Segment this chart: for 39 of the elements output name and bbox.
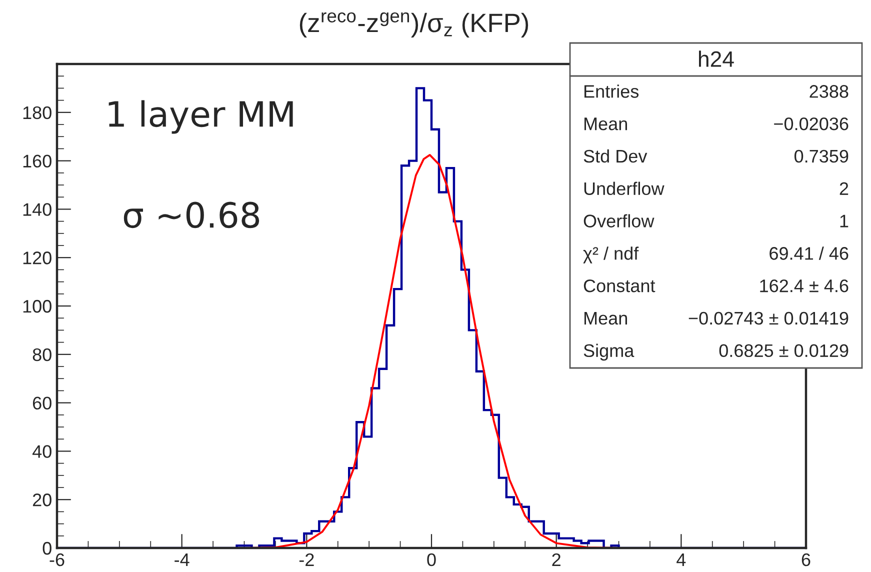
y-tick-label: 0: [42, 542, 52, 555]
y-tick-label: 120: [23, 252, 52, 264]
annotation: Entries: [584, 84, 639, 98]
annotation: h24: [699, 50, 734, 67]
annotation: Sigma: [584, 344, 634, 361]
x-tick-label: 2: [552, 553, 560, 566]
annotation: 0.7359: [794, 150, 848, 163]
y-tick-label: 40: [32, 445, 52, 458]
annotation: 162.4 ± 4.6: [760, 279, 848, 292]
annotation: Mean: [584, 312, 627, 325]
annotation: −0.02036: [774, 117, 848, 130]
annotation: Mean: [584, 118, 627, 130]
y-tick-label: 160: [23, 154, 52, 168]
text: 2: [840, 182, 848, 195]
x-tick-label: 6: [802, 553, 810, 566]
annotation: 1 layer MM: [108, 100, 293, 134]
y-tick-label: 60: [32, 396, 52, 410]
y-tick-label: 180: [23, 106, 52, 120]
annotation: Std Dev: [584, 149, 648, 163]
annotation: −0.02743 ± 0.01419: [688, 312, 848, 325]
y-tick-label: 100: [23, 300, 52, 313]
x-tick-label: 4: [676, 554, 686, 566]
annotation: Constant: [584, 279, 656, 292]
chart-title: (z$^{reco}$-z$^{gen}$)/σ$_{z}$ (KFP): [300, 12, 528, 38]
y-tick-label: 20: [32, 494, 52, 506]
annotation: 0.6825 ± 0.0129: [719, 344, 848, 358]
x-tick-label: -4: [174, 554, 190, 566]
text: 2388: [810, 85, 848, 98]
x-tick-label: -6: [50, 553, 64, 566]
annotation: χ² / ndf: [583, 246, 639, 264]
y-tick-label: 140: [23, 203, 52, 216]
annotation: 69.41 / 46: [770, 246, 848, 260]
text: 1: [840, 214, 848, 228]
annotation: Underflow: [584, 182, 664, 196]
x-tick-label: -2: [299, 553, 314, 566]
annotation: σ ~0.68: [124, 202, 260, 228]
y-tick-label: 80: [32, 348, 52, 362]
x-tick-label: 0: [427, 553, 436, 566]
annotation: Overflow: [584, 214, 654, 228]
